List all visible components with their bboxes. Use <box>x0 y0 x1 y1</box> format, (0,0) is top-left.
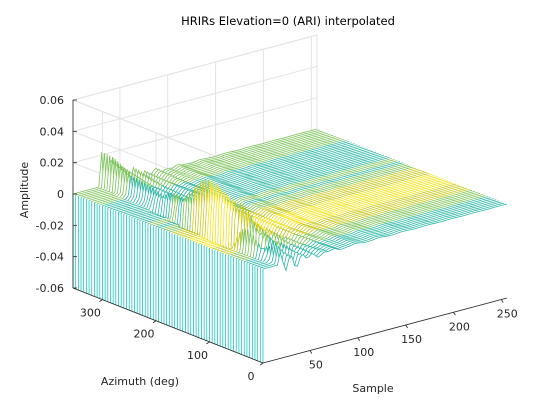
z-tick-label: 0.06 <box>40 94 65 107</box>
hrir-curve-az-5 <box>260 202 505 272</box>
z-tick-label: -0.04 <box>36 251 64 264</box>
z-axis-label: Amplitude <box>18 162 31 219</box>
x-tick-label: 50 <box>309 359 323 372</box>
hrir-curve-az-0 <box>262 203 508 272</box>
tick-labels: 50 100 150 200 250 0 100 200 300 0.06 0.04 0.02 0 -0.… <box>36 94 518 383</box>
z-tick-label: -0.06 <box>36 282 64 295</box>
x-tick-mark <box>405 324 408 329</box>
x-tick-label: 100 <box>353 346 374 359</box>
z-tick-label: -0.02 <box>36 219 64 232</box>
hrir-curve-fill <box>263 204 507 363</box>
z-tick-label: 0.04 <box>40 125 65 138</box>
y-tick-label: 0 <box>248 370 255 383</box>
x-tick-mark <box>357 337 361 341</box>
y-axis-label: Azimuth (deg) <box>101 375 179 388</box>
y-tick-mark <box>152 320 157 324</box>
hrir-surface <box>72 128 508 363</box>
x-tick-mark <box>453 312 456 316</box>
y-tick-label: 200 <box>133 328 154 341</box>
x-axis-label: Sample <box>352 382 393 395</box>
chart-title: HRIRs Elevation=0 (ARI) interpolated <box>181 14 395 28</box>
z-tick-label: 0.02 <box>40 157 65 170</box>
y-axis-line <box>72 287 264 364</box>
y-tick-label: 100 <box>187 349 208 362</box>
y-tick-label: 300 <box>80 307 101 320</box>
x-tick-mark <box>500 299 504 303</box>
x-tick-mark <box>309 350 313 354</box>
y-tick-mark <box>206 341 210 345</box>
x-tick-label: 250 <box>497 308 518 321</box>
x-axis-line <box>262 297 508 364</box>
y-tick-mark <box>259 362 264 366</box>
x-tick-label: 200 <box>449 320 470 333</box>
x-tick-label: 150 <box>401 333 422 346</box>
y-tick-mark <box>99 299 103 302</box>
z-tick-label: 0 <box>57 188 64 201</box>
hrir-curve-az-10 <box>257 201 502 271</box>
